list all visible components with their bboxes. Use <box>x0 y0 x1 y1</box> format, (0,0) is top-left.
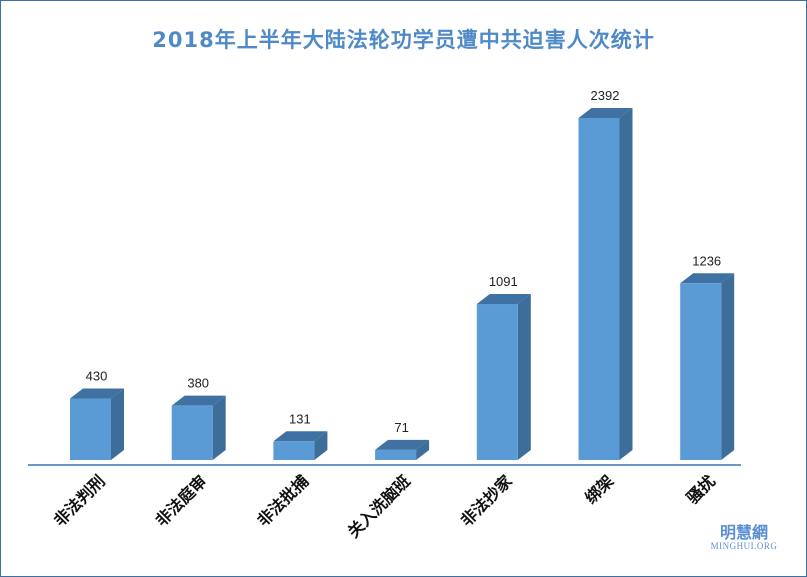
value-label: 1236 <box>692 253 721 268</box>
bar-front-face <box>578 118 620 460</box>
chart-title: 2018年上半年大陆法轮功学员遭中共迫害人次统计 <box>152 28 655 52</box>
bar-top-face <box>476 294 531 305</box>
bar-front-face <box>680 283 722 460</box>
bar-top-face <box>578 108 633 118</box>
bar-side-face <box>517 294 531 460</box>
value-labels-group: 430 380 131 71 1091 2392 1236 <box>86 88 722 435</box>
bar-top-face <box>273 431 328 442</box>
bar-front-face <box>70 398 111 460</box>
value-label: 1091 <box>489 274 518 289</box>
bar-3 <box>273 431 328 460</box>
bar-7 <box>680 273 735 460</box>
watermark-site-text: MINGHUI.ORG <box>710 541 778 551</box>
bar-2 <box>171 395 226 460</box>
bar-top-face <box>171 395 226 406</box>
bar-top-face <box>375 439 430 450</box>
bar-side-face <box>212 395 226 460</box>
value-label: 131 <box>289 411 311 426</box>
bars-group <box>70 108 735 460</box>
bar-side-face <box>111 388 124 460</box>
bar-1 <box>70 388 124 460</box>
value-label: 380 <box>187 376 209 391</box>
bar-side-face <box>721 273 735 460</box>
bar-5 <box>476 294 531 460</box>
category-label: 绑架 <box>581 471 617 507</box>
bar-top-face <box>70 388 124 399</box>
category-label: 骚扰 <box>683 471 719 507</box>
value-label: 430 <box>86 369 108 384</box>
bar-front-face <box>476 304 518 460</box>
bar-side-face <box>416 439 430 460</box>
bar-6 <box>578 108 633 460</box>
value-label: 71 <box>394 420 408 435</box>
category-label: 非法判刑 <box>50 471 109 530</box>
value-label: 2392 <box>591 88 620 103</box>
category-label: 非法抄家 <box>457 471 516 530</box>
category-label: 关入洗脑班 <box>344 471 414 541</box>
bar-front-face <box>273 441 315 460</box>
bar-front-face <box>375 449 417 460</box>
watermark-logo-text: 明慧網 <box>719 523 768 542</box>
category-labels-group: 非法判刑 非法庭审 非法批捕 关入洗脑班 非法抄家 绑架 骚扰 <box>50 471 719 542</box>
bar-side-face <box>314 431 328 460</box>
bar-top-face <box>680 273 735 284</box>
bar-front-face <box>171 405 213 460</box>
bar-4 <box>375 439 430 460</box>
category-label: 非法庭审 <box>152 471 211 530</box>
category-label: 非法批捕 <box>254 471 313 530</box>
bar-side-face <box>619 108 633 460</box>
